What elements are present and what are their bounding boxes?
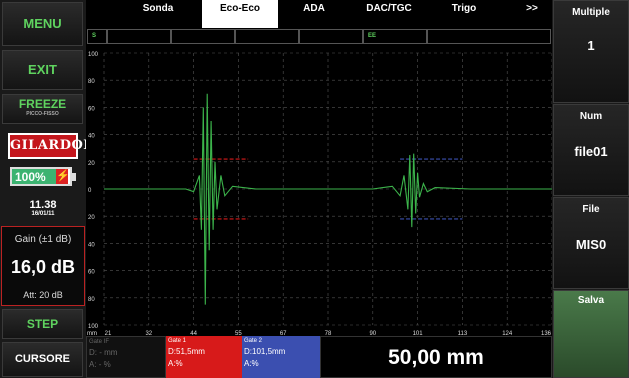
gate-depth: D:101,5mm bbox=[244, 347, 286, 356]
right-panel: Multiple 1 Num file01 File MIS0 Salva bbox=[552, 0, 629, 378]
status-cell bbox=[427, 29, 551, 44]
gate-2-readout[interactable]: Gate 2 D:101,5mm A:% bbox=[242, 336, 320, 378]
gate-name: Gate 2 bbox=[244, 338, 263, 344]
gate-if-readout[interactable]: Gate IF D: - mm A: - % bbox=[86, 336, 166, 378]
x-tick-label: 101 bbox=[413, 331, 424, 337]
clock-time: 11.38 bbox=[29, 199, 57, 211]
gate-name: Gate IF bbox=[89, 339, 110, 345]
battery-tip bbox=[72, 173, 76, 181]
gate-amplitude: A: - % bbox=[89, 360, 111, 369]
status-cell bbox=[235, 29, 299, 44]
gain-title: Gain (±1 dB) bbox=[14, 234, 72, 245]
cursore-button[interactable]: CURSORE bbox=[2, 342, 83, 377]
battery-text: 100% bbox=[15, 170, 46, 184]
x-tick-label: 113 bbox=[458, 331, 468, 337]
num-value: file01 bbox=[574, 144, 608, 159]
battery-fill bbox=[12, 169, 58, 184]
a-scan-trace bbox=[104, 93, 552, 305]
gate-readout-bar: Gate IF D: - mm A: - % Gate 1 D:51,5mm A… bbox=[86, 336, 552, 378]
gate-amplitude: A:% bbox=[168, 359, 183, 368]
x-tick-label: 44 bbox=[190, 331, 197, 337]
y-tick-label: 100 bbox=[88, 324, 99, 330]
x-tick-label: 90 bbox=[369, 331, 376, 337]
salva-label: Salva bbox=[577, 295, 605, 306]
x-unit-label: mm bbox=[87, 331, 97, 337]
left-panel: MENU EXIT FREEZE PICCO-FISSO GILARDONI 1… bbox=[0, 0, 102, 378]
y-tick-label: 40 bbox=[88, 242, 95, 248]
file-control[interactable]: File MIS0 bbox=[553, 197, 629, 289]
x-tick-label: 21 bbox=[105, 331, 112, 337]
x-tick-label: 67 bbox=[280, 331, 287, 337]
gate-1-readout[interactable]: Gate 1 D:51,5mm A:% bbox=[166, 336, 242, 378]
a-scan-svg: 100 80 60 40 20 0 20 40 60 80 100 21 32 44 55 67 78 90 101… bbox=[86, 45, 552, 337]
x-tick-label: 32 bbox=[145, 331, 152, 337]
y-tick-label: 60 bbox=[88, 106, 95, 112]
file-value: MIS0 bbox=[575, 237, 607, 252]
status-row: S EE bbox=[87, 29, 551, 44]
y-tick-label: 80 bbox=[88, 297, 95, 303]
freeze-sub-label: PICCO-FISSO bbox=[26, 111, 59, 117]
freeze-label: FREEZE bbox=[18, 97, 67, 111]
y-tick-label: 100 bbox=[88, 52, 99, 58]
y-tick-label: 20 bbox=[88, 215, 95, 221]
y-tick-label: 40 bbox=[88, 134, 95, 140]
x-tick-label: 55 bbox=[235, 331, 242, 337]
gate-depth: D:51,5mm bbox=[168, 347, 205, 356]
gilardoni-logo: GILARDONI bbox=[8, 133, 102, 159]
freeze-button[interactable]: FREEZE PICCO-FISSO bbox=[2, 94, 83, 124]
gate-amplitude: A:% bbox=[244, 359, 259, 368]
gate-depth: D: - mm bbox=[89, 348, 118, 357]
clock-date: 16/01/11 bbox=[31, 211, 55, 217]
thickness-measurement: 50,00 mm bbox=[320, 336, 552, 378]
y-tick-label: 0 bbox=[88, 188, 92, 194]
x-tick-label: 78 bbox=[325, 331, 332, 337]
y-axis-strip bbox=[86, 45, 104, 337]
x-tick-label: 136 bbox=[541, 331, 552, 337]
multiple-title: Multiple bbox=[572, 7, 610, 18]
multiple-control[interactable]: Multiple 1 bbox=[553, 0, 629, 103]
y-tick-label: 20 bbox=[88, 161, 95, 167]
multiple-value: 1 bbox=[587, 38, 595, 53]
salva-button[interactable]: Salva bbox=[553, 290, 629, 378]
tab-trigo[interactable]: Trigo bbox=[451, 3, 477, 14]
status-cell bbox=[171, 29, 235, 44]
status-cell-ee: EE bbox=[363, 29, 427, 44]
num-control[interactable]: Num file01 bbox=[553, 104, 629, 196]
attenuation-value: Att: 20 dB bbox=[23, 290, 63, 300]
y-tick-label: 80 bbox=[88, 79, 95, 85]
tab-more[interactable]: >> bbox=[526, 3, 538, 14]
x-tick-label: 124 bbox=[502, 331, 513, 337]
status-cell bbox=[107, 29, 171, 44]
tab-sonda[interactable]: Sonda bbox=[142, 3, 174, 14]
tab-dac-tgc[interactable]: DAC/TGC bbox=[366, 3, 412, 14]
file-title: File bbox=[582, 204, 600, 215]
charging-bolt-icon: ⚡ bbox=[56, 169, 70, 184]
status-cell-s: S bbox=[87, 29, 107, 44]
battery-indicator: 100% ⚡ bbox=[10, 167, 76, 186]
gate-name: Gate 1 bbox=[168, 338, 187, 344]
tab-ada[interactable]: ADA bbox=[303, 3, 325, 14]
step-button[interactable]: STEP bbox=[2, 309, 83, 339]
gain-control[interactable]: Gain (±1 dB) 16,0 dB Att: 20 dB bbox=[1, 226, 85, 306]
menu-button[interactable]: MENU bbox=[2, 2, 83, 46]
exit-button[interactable]: EXIT bbox=[2, 50, 83, 90]
num-title: Num bbox=[579, 111, 603, 122]
tab-eco-eco[interactable]: Eco-Eco bbox=[202, 0, 278, 28]
y-tick-label: 60 bbox=[88, 270, 95, 276]
gain-value: 16,0 dB bbox=[10, 257, 76, 277]
a-scan-plot[interactable]: 100 80 60 40 20 0 20 40 60 80 100 21 32 44 55 67 78 90 101… bbox=[86, 45, 552, 337]
tab-bar: Sonda Eco-Eco ADA DAC/TGC Trigo >> bbox=[86, 0, 552, 28]
status-cell bbox=[299, 29, 363, 44]
